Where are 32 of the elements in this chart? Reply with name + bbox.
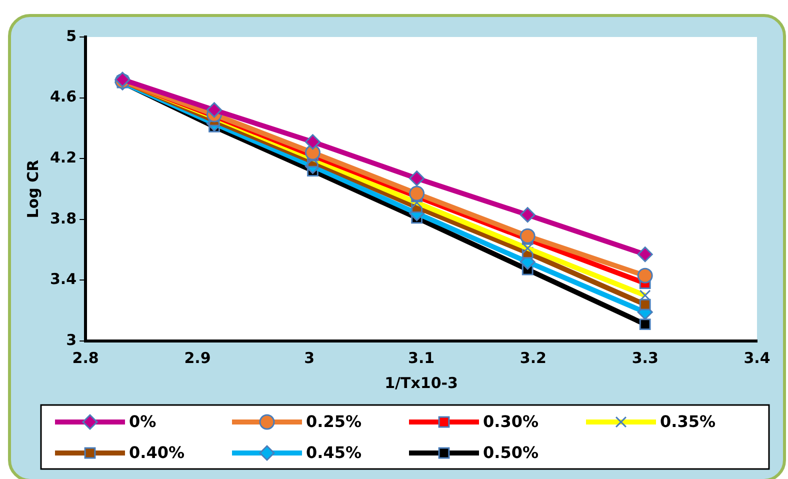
y-tick-label: 3 [66,330,77,349]
point [409,170,425,186]
point [520,228,536,244]
y-axis-title: Log CR [24,159,42,218]
point [409,186,425,202]
x-tick-label: 3.3 [632,348,658,367]
y-tick-label: 3.4 [50,270,77,288]
y-tick-label: 4.2 [50,148,77,166]
point [639,298,651,310]
legend-label: 0.45% [306,443,362,462]
point [639,318,651,330]
x-tick-label: 3.1 [408,348,435,367]
point [637,246,653,262]
legend-label: 0.50% [483,443,539,462]
point [520,207,536,223]
y-tick-label: 3.8 [50,209,77,228]
x-tick-label: 3.4 [744,348,770,367]
legend-label: 0.40% [129,443,185,462]
x-tick-label: 2.9 [184,348,211,367]
x-tick-label: 3 [304,348,315,367]
legend-label: 0% [129,412,156,432]
legend-label: 0.25% [306,412,362,432]
point [206,102,222,118]
x-tick-label: 2.8 [72,348,99,367]
y-tick-label: 5 [66,26,77,45]
x-axis-title: 1/Tx10-3 [384,374,458,392]
y-tick-label: 4.6 [50,88,77,106]
point [304,134,320,150]
legend-label: 0.35% [660,412,716,432]
x-tick-label: 3.2 [520,348,546,367]
legend-label: 0.30% [483,412,539,432]
point [637,268,653,284]
